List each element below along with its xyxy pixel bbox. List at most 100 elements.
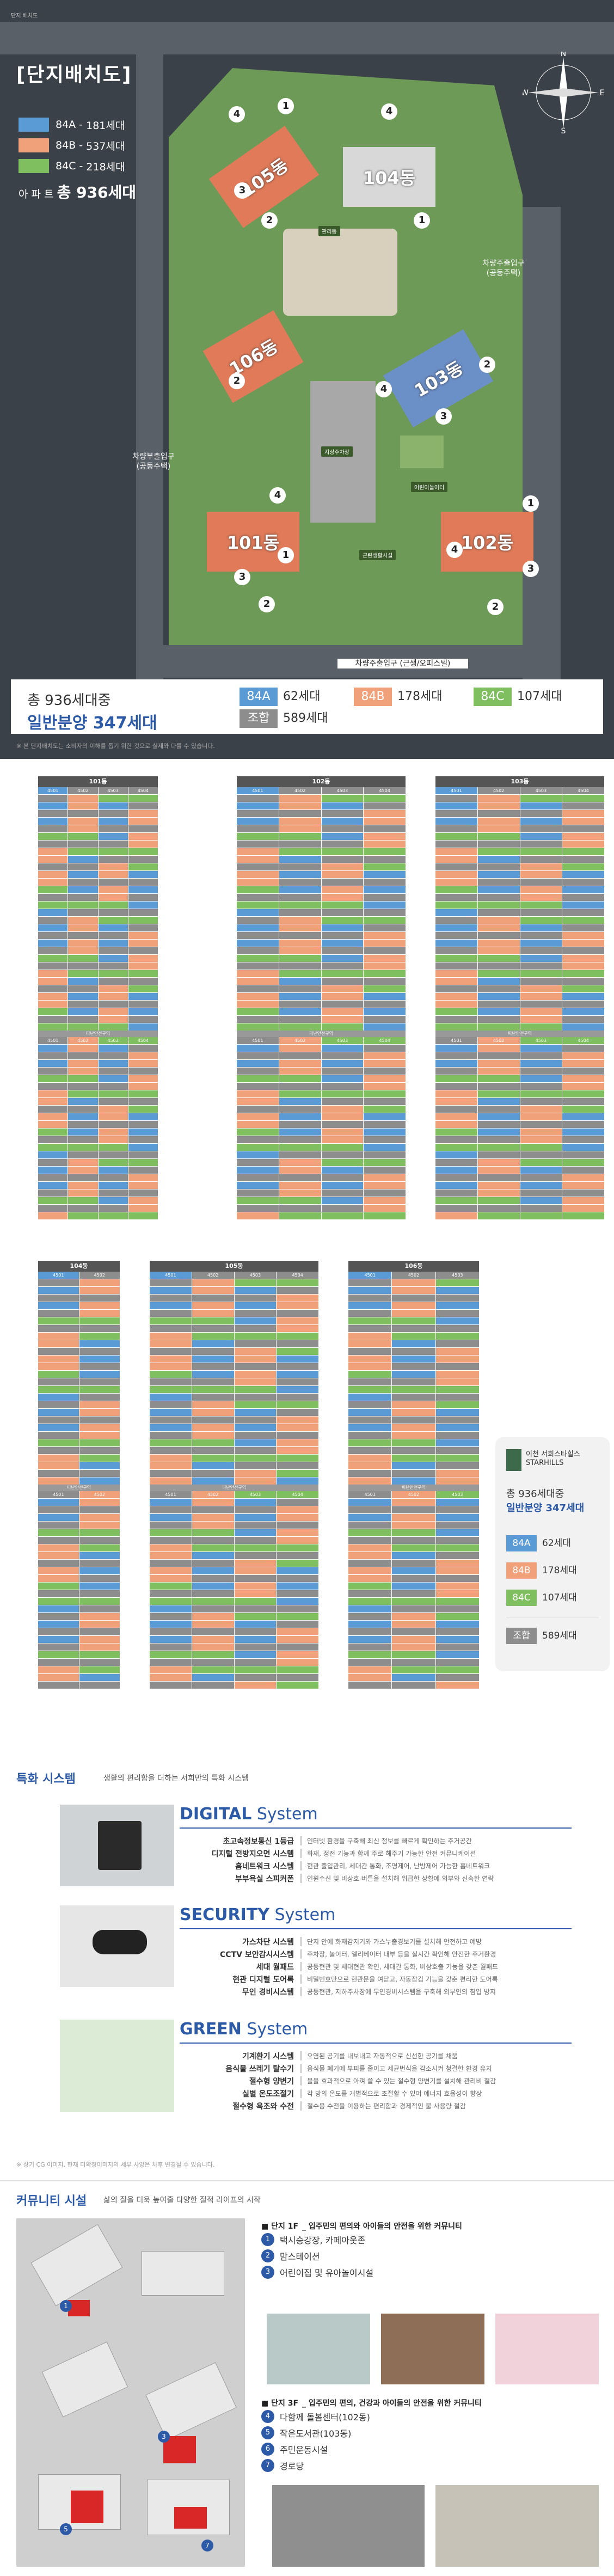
unit-cell	[435, 1659, 479, 1666]
unit-cell	[435, 1424, 479, 1431]
system-item: 무인 경비시스템 공동현관, 지하주차장에 무인경비시스템을 구축해 외부인의 침…	[242, 1987, 496, 1997]
unit-cell	[68, 818, 98, 825]
unit-cell	[279, 1106, 321, 1113]
unit-cell	[237, 955, 279, 962]
unit-cell	[237, 1045, 279, 1052]
unit-cell	[79, 1477, 120, 1485]
unit-cell	[79, 1605, 120, 1612]
unit-cell	[392, 1643, 435, 1651]
unit-cell	[435, 970, 477, 977]
unit-cell	[237, 1060, 279, 1067]
unit-cell	[520, 1121, 562, 1128]
unit-cell	[279, 955, 321, 962]
unit-cell	[321, 917, 364, 924]
unit-cell	[520, 1090, 562, 1097]
unit-cell	[192, 1295, 234, 1302]
unit-cell	[562, 886, 604, 893]
unit-cell	[237, 1113, 279, 1120]
unit-cell	[435, 1310, 479, 1317]
side-row-union: 조합 589세대	[506, 1628, 577, 1644]
unit-cell	[435, 1598, 479, 1605]
unit-cell	[79, 1499, 120, 1506]
unit-cell	[79, 1424, 120, 1431]
unit-cell	[237, 1090, 279, 1097]
unit-cell	[477, 1205, 520, 1212]
unit-cell	[277, 1363, 318, 1370]
unit-cell	[237, 856, 279, 863]
unit-cell	[128, 871, 158, 878]
unit-cell: 4501	[237, 1037, 279, 1044]
unit-cell	[435, 978, 477, 985]
facility-item: 2 맘스테이션	[261, 2248, 599, 2264]
unit-cell	[192, 1560, 234, 1567]
unit-cell	[435, 1394, 479, 1401]
unit-cell	[79, 1552, 120, 1559]
unit-cell	[277, 1674, 318, 1681]
unit-cell	[38, 1506, 79, 1513]
unit-cell	[364, 841, 406, 848]
unit-cell	[38, 1083, 68, 1090]
line-number: 1	[414, 212, 430, 229]
unit-cell	[279, 1060, 321, 1067]
unit-cell	[237, 1052, 279, 1059]
unit-cell	[128, 848, 158, 855]
unit-cell: 4503	[520, 787, 562, 794]
unit-cell	[321, 1128, 364, 1136]
unit-cell	[68, 1136, 98, 1143]
unit-cell	[364, 962, 406, 970]
unit-cell	[237, 1136, 279, 1143]
unit-cell	[562, 802, 604, 809]
unit-cell	[128, 886, 158, 893]
unit-cell	[128, 1121, 158, 1128]
unit-cell	[562, 1167, 604, 1174]
line-number: 4	[269, 487, 286, 504]
unit-cell	[150, 1499, 192, 1506]
unit-cell	[477, 1075, 520, 1082]
unit-cell	[150, 1295, 192, 1302]
unit-cell	[435, 1506, 479, 1513]
unit-cell	[520, 1189, 562, 1197]
unit-cell	[38, 1590, 79, 1597]
unit-cell	[79, 1651, 120, 1658]
unit-cell	[348, 1363, 392, 1370]
unit-cell	[279, 1008, 321, 1015]
unit-cell	[321, 901, 364, 909]
unit-cell	[477, 856, 520, 863]
unit-cell	[68, 856, 98, 863]
unit-cell	[98, 917, 128, 924]
green-photo	[60, 2020, 174, 2112]
unit-cell	[234, 1378, 277, 1385]
unit-cell	[150, 1432, 192, 1439]
unit-cell	[348, 1439, 392, 1446]
unit-cell	[38, 917, 68, 924]
unit-cell	[348, 1560, 392, 1567]
side-general-sale: 일반분양 347세대	[506, 1502, 585, 1514]
unit-cell	[68, 871, 98, 878]
system-item: 초고속정보통신 1등급 인터넷 환경을 구축해 최신 정보를 빠르게 확인하는 주…	[223, 1836, 472, 1846]
unit-cell	[277, 1598, 318, 1605]
unit-cell	[477, 1174, 520, 1181]
system-item: 현관 디지털 도어록 비밀번호만으로 현관문을 여닫고, 자동잠김 기능을 갖춘 …	[232, 1974, 498, 1984]
unit-cell	[435, 1378, 479, 1385]
senior-center-photo	[435, 2485, 599, 2567]
unit-cell	[79, 1560, 120, 1567]
unit-cell	[392, 1317, 435, 1324]
unit-cell	[98, 871, 128, 878]
unit-cell	[477, 1098, 520, 1105]
unit-cell	[477, 985, 520, 992]
unit-cell	[192, 1310, 234, 1317]
unit-cell	[128, 802, 158, 809]
unit-cell	[98, 1136, 128, 1143]
unit-cell	[192, 1514, 234, 1521]
unit-cell	[150, 1514, 192, 1521]
unit-cell	[79, 1317, 120, 1324]
unit-cell	[277, 1333, 318, 1340]
unit-cell	[237, 947, 279, 954]
unit-cell	[234, 1310, 277, 1317]
unit-cell	[68, 917, 98, 924]
unit-cell	[98, 818, 128, 825]
unit-cell	[321, 1189, 364, 1197]
unit-cell	[435, 1499, 479, 1506]
unit-cell	[435, 1212, 477, 1219]
unit-cell	[192, 1666, 234, 1673]
